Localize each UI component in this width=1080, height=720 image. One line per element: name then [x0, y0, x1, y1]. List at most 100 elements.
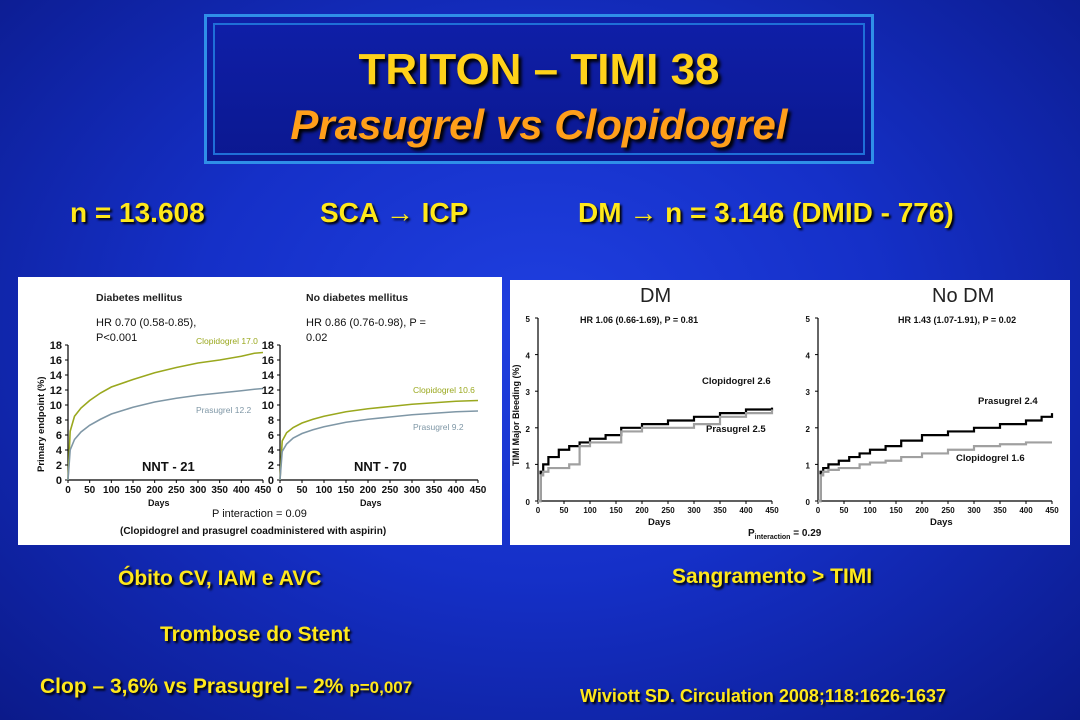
y-tick-label: 2: [526, 425, 531, 434]
hr-text-no-dm-bleeding: HR 1.43 (1.07-1.91), P = 0.02: [898, 315, 1016, 325]
p-interaction-sub: interaction: [755, 534, 791, 541]
title-inner-border: [213, 23, 865, 155]
y-tick-label: 0: [806, 498, 811, 507]
x-tick-label: 150: [889, 506, 903, 515]
p-text-dm: P<0.001: [96, 332, 137, 344]
y-tick-label: 6: [56, 430, 62, 442]
x-tick-label: 200: [635, 506, 649, 515]
y-tick-label: 10: [262, 400, 274, 412]
series-line: [67, 351, 264, 481]
x-axis-label-left-1: Days: [148, 498, 170, 508]
series-line: [818, 441, 1052, 503]
series-line: [818, 413, 1054, 503]
y-tick-label: 8: [268, 415, 274, 427]
x-tick-label: 350: [713, 506, 727, 515]
x-tick-label: 50: [560, 506, 569, 515]
y-tick-label: 2: [806, 425, 811, 434]
x-tick-label: 350: [993, 506, 1007, 515]
y-tick-label: 4: [806, 352, 811, 361]
x-tick-label: 100: [103, 485, 120, 496]
x-tick-label: 300: [687, 506, 701, 515]
y-tick-label: 1: [806, 461, 811, 470]
bleeding-chart-svg: DM No DM HR 1.06 (0.66-1.69), P = 0.81 H…: [511, 285, 1059, 541]
chart-title-no-dm-bleeding: No DM: [932, 285, 994, 307]
x-tick-label: 350: [426, 485, 443, 496]
y-tick-label: 3: [526, 388, 531, 397]
series-line: [538, 409, 774, 503]
x-axis-label-left-2: Days: [360, 498, 382, 508]
y-tick-label: 18: [262, 340, 274, 352]
caption-stent: Trombose do Stent: [160, 623, 351, 646]
x-tick-label: 450: [255, 485, 272, 496]
series-label: Prasugrel 9.2: [413, 422, 464, 432]
x-tick-label: 400: [739, 506, 753, 515]
y-tick-label: 3: [806, 388, 811, 397]
y-axis-label-right: TIMI Major Bleeding (%): [511, 364, 521, 466]
x-tick-label: 0: [65, 485, 71, 496]
p-interaction-right: Pinteraction = 0.29: [748, 528, 822, 541]
y-tick-label: 16: [262, 355, 274, 367]
x-tick-label: 50: [840, 506, 849, 515]
series-label: Clopidogrel 10.6: [413, 385, 475, 395]
x-tick-label: 250: [382, 485, 399, 496]
x-tick-label: 250: [661, 506, 675, 515]
x-axis-label-right-1: Days: [648, 517, 671, 528]
x-axis-label-right-2: Days: [930, 517, 953, 528]
y-tick-label: 6: [268, 430, 274, 442]
x-tick-label: 150: [338, 485, 355, 496]
x-tick-label: 100: [583, 506, 597, 515]
y-tick-label: 4: [526, 352, 531, 361]
y-tick-label: 8: [56, 415, 62, 427]
y-tick-label: 1: [526, 461, 531, 470]
x-tick-label: 450: [765, 506, 779, 515]
x-tick-label: 200: [915, 506, 929, 515]
caption-bleeding: Sangramento > TIMI: [672, 565, 873, 588]
y-tick-label: 0: [526, 498, 531, 507]
y-tick-label: 2: [56, 460, 62, 472]
caption-clop-prasugrel: Clop – 3,6% vs Prasugrel – 2% p=0,007: [40, 675, 412, 699]
clop-p-value: p=0,007: [349, 678, 413, 697]
caption-efficacy: Óbito CV, IAM e AVC: [118, 567, 322, 590]
slide-title: TRITON – TIMI 38: [358, 45, 720, 94]
x-tick-label: 250: [168, 485, 185, 496]
y-tick-label: 14: [50, 370, 63, 382]
x-tick-label: 400: [233, 485, 250, 496]
y-tick-label: 10: [50, 400, 62, 412]
y-tick-label: 12: [262, 385, 274, 397]
series-label: Clopidogrel 2.6: [702, 376, 771, 387]
x-tick-label: 450: [470, 485, 487, 496]
nnt-label-dm: NNT - 21: [142, 459, 195, 474]
series-label: Clopidogrel 17.0: [196, 336, 258, 346]
x-tick-label: 350: [211, 485, 228, 496]
p-interaction-p: P: [748, 528, 755, 539]
y-tick-label: 0: [268, 475, 274, 487]
x-tick-label: 0: [816, 506, 821, 515]
slide-subtitle: Prasugrel vs Clopidogrel: [290, 101, 788, 148]
title-box: TRITON – TIMI 38 Prasugrel vs Clopidogre…: [204, 14, 874, 164]
hr-text-no-dm: HR 0.86 (0.76-0.98), P =: [306, 317, 426, 329]
x-tick-label: 400: [1019, 506, 1033, 515]
y-tick-label: 0: [56, 475, 62, 487]
y-tick-label: 16: [50, 355, 62, 367]
y-tick-label: 12: [50, 385, 62, 397]
x-tick-label: 400: [448, 485, 465, 496]
series-label: Clopidogrel 1.6: [956, 453, 1025, 464]
series-label: Prasugrel 2.4: [978, 396, 1038, 407]
sample-size-text: n = 13.608: [70, 197, 205, 228]
x-tick-label: 150: [125, 485, 142, 496]
y-tick-label: 14: [262, 370, 275, 382]
x-tick-label: 200: [146, 485, 163, 496]
citation: Wiviott SD. Circulation 2008;118:1626-16…: [580, 686, 946, 706]
p-text-no-dm: 0.02: [306, 332, 327, 344]
x-tick-label: 0: [536, 506, 541, 515]
x-tick-label: 0: [277, 485, 283, 496]
chart-title-dm: Diabetes mellitus: [96, 292, 183, 304]
series-line: [538, 407, 774, 503]
y-tick-label: 18: [50, 340, 62, 352]
series-label: Prasugrel 2.5: [706, 424, 766, 435]
x-tick-label: 150: [609, 506, 623, 515]
x-tick-label: 100: [863, 506, 877, 515]
dm-count-text: DM → n = 3.146 (DMID - 776): [578, 197, 954, 228]
series-line: [279, 399, 479, 481]
clop-prasugrel-values: Clop – 3,6% vs Prasugrel – 2%: [40, 675, 344, 698]
